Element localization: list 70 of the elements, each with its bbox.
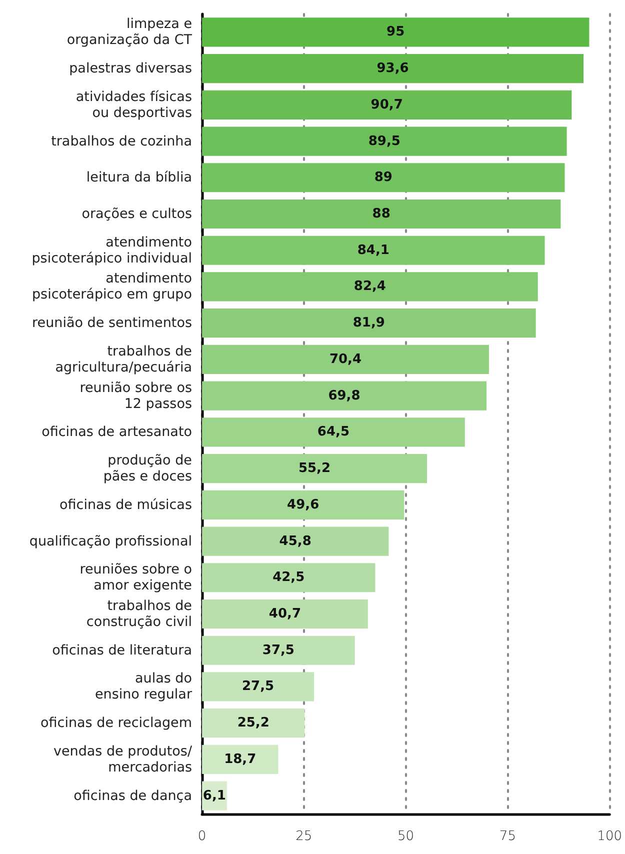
y-tick-label: aulas do ensino regular bbox=[94, 670, 192, 703]
y-tick-label: atividades físicas ou desportivas bbox=[76, 88, 192, 121]
x-tick-label: 25 bbox=[296, 829, 312, 844]
x-tick-label: 100 bbox=[597, 829, 622, 844]
bar bbox=[202, 744, 278, 774]
y-tick-label: limpeza e organização da CT bbox=[66, 16, 193, 48]
data-label: 69,8 bbox=[328, 388, 360, 404]
y-tick-label: atendimento psicoterápico individual bbox=[32, 234, 192, 266]
bar bbox=[202, 454, 427, 484]
bar bbox=[202, 126, 567, 156]
bar bbox=[202, 672, 314, 702]
bar bbox=[202, 526, 389, 556]
bar bbox=[202, 344, 489, 374]
data-label: 93,6 bbox=[376, 61, 409, 76]
x-tick-label: 75 bbox=[499, 829, 516, 844]
bar bbox=[202, 54, 584, 84]
bar bbox=[202, 18, 590, 47]
y-tick-label: orações e cultos bbox=[82, 206, 192, 222]
y-tick-label: trabalhos de cozinha bbox=[51, 133, 192, 150]
data-label: 55,2 bbox=[298, 461, 331, 476]
data-label: 81,9 bbox=[352, 316, 385, 331]
data-label: 27,5 bbox=[242, 679, 274, 694]
y-tick-label: atendimento psicoterápico em grupo bbox=[32, 270, 192, 303]
data-label: 18,7 bbox=[224, 752, 256, 767]
y-tick-label: oficinas de dança bbox=[74, 788, 192, 804]
data-label: 64,5 bbox=[317, 424, 350, 440]
data-label: 25,2 bbox=[237, 716, 270, 731]
data-label: 49,6 bbox=[287, 497, 320, 512]
bar bbox=[202, 272, 538, 302]
bar bbox=[202, 236, 545, 265]
y-tick-label: reunião sobre os 12 passos bbox=[80, 380, 192, 412]
data-label: 45,8 bbox=[279, 534, 312, 549]
y-tick-label: qualificação profissional bbox=[29, 533, 192, 550]
bar bbox=[202, 636, 355, 665]
bar bbox=[202, 418, 465, 447]
bar bbox=[202, 163, 565, 192]
bar bbox=[202, 308, 536, 338]
y-tick-label: trabalhos de construção civil bbox=[86, 598, 192, 630]
y-tick-label: palestras diversas bbox=[69, 60, 192, 77]
data-label: 88 bbox=[372, 206, 390, 222]
y-tick-label: leitura da bíblia bbox=[86, 170, 192, 186]
y-tick-label: oficinas de literatura bbox=[52, 642, 192, 658]
y-tick-label: trabalhos de agricultura/pecuária bbox=[55, 343, 192, 376]
bar bbox=[202, 381, 486, 410]
data-label: 70,4 bbox=[329, 352, 362, 367]
x-tick-label: 0 bbox=[198, 829, 206, 844]
data-label: 40,7 bbox=[268, 606, 301, 622]
bar bbox=[202, 599, 368, 629]
y-tick-label: reuniões sobre o amor exigente bbox=[80, 562, 192, 594]
bar bbox=[202, 490, 404, 520]
y-tick-label: reunião de sentimentos bbox=[32, 315, 192, 332]
data-label: 95 bbox=[386, 24, 405, 40]
data-label: 90,7 bbox=[370, 97, 403, 112]
data-label: 82,4 bbox=[354, 279, 386, 294]
y-tick-label: vendas de produtos/ mercadorias bbox=[53, 743, 192, 776]
bar bbox=[202, 199, 561, 229]
y-tick-label: oficinas de reciclagem bbox=[40, 715, 192, 732]
data-label: 89 bbox=[374, 170, 392, 186]
y-tick-label: oficinas de artesanato bbox=[42, 424, 192, 440]
y-tick-label: oficinas de músicas bbox=[60, 496, 192, 513]
bar bbox=[202, 563, 376, 592]
data-label: 89,5 bbox=[368, 134, 400, 149]
y-tick-label: produção de pães e doces bbox=[103, 452, 192, 485]
data-label: 42,5 bbox=[272, 570, 305, 586]
data-label: 37,5 bbox=[262, 642, 294, 658]
bar bbox=[202, 708, 305, 738]
x-tick-label: 50 bbox=[398, 829, 414, 844]
data-label: 6,1 bbox=[202, 788, 226, 804]
data-label: 84,1 bbox=[357, 242, 390, 258]
bar bbox=[202, 90, 572, 120]
